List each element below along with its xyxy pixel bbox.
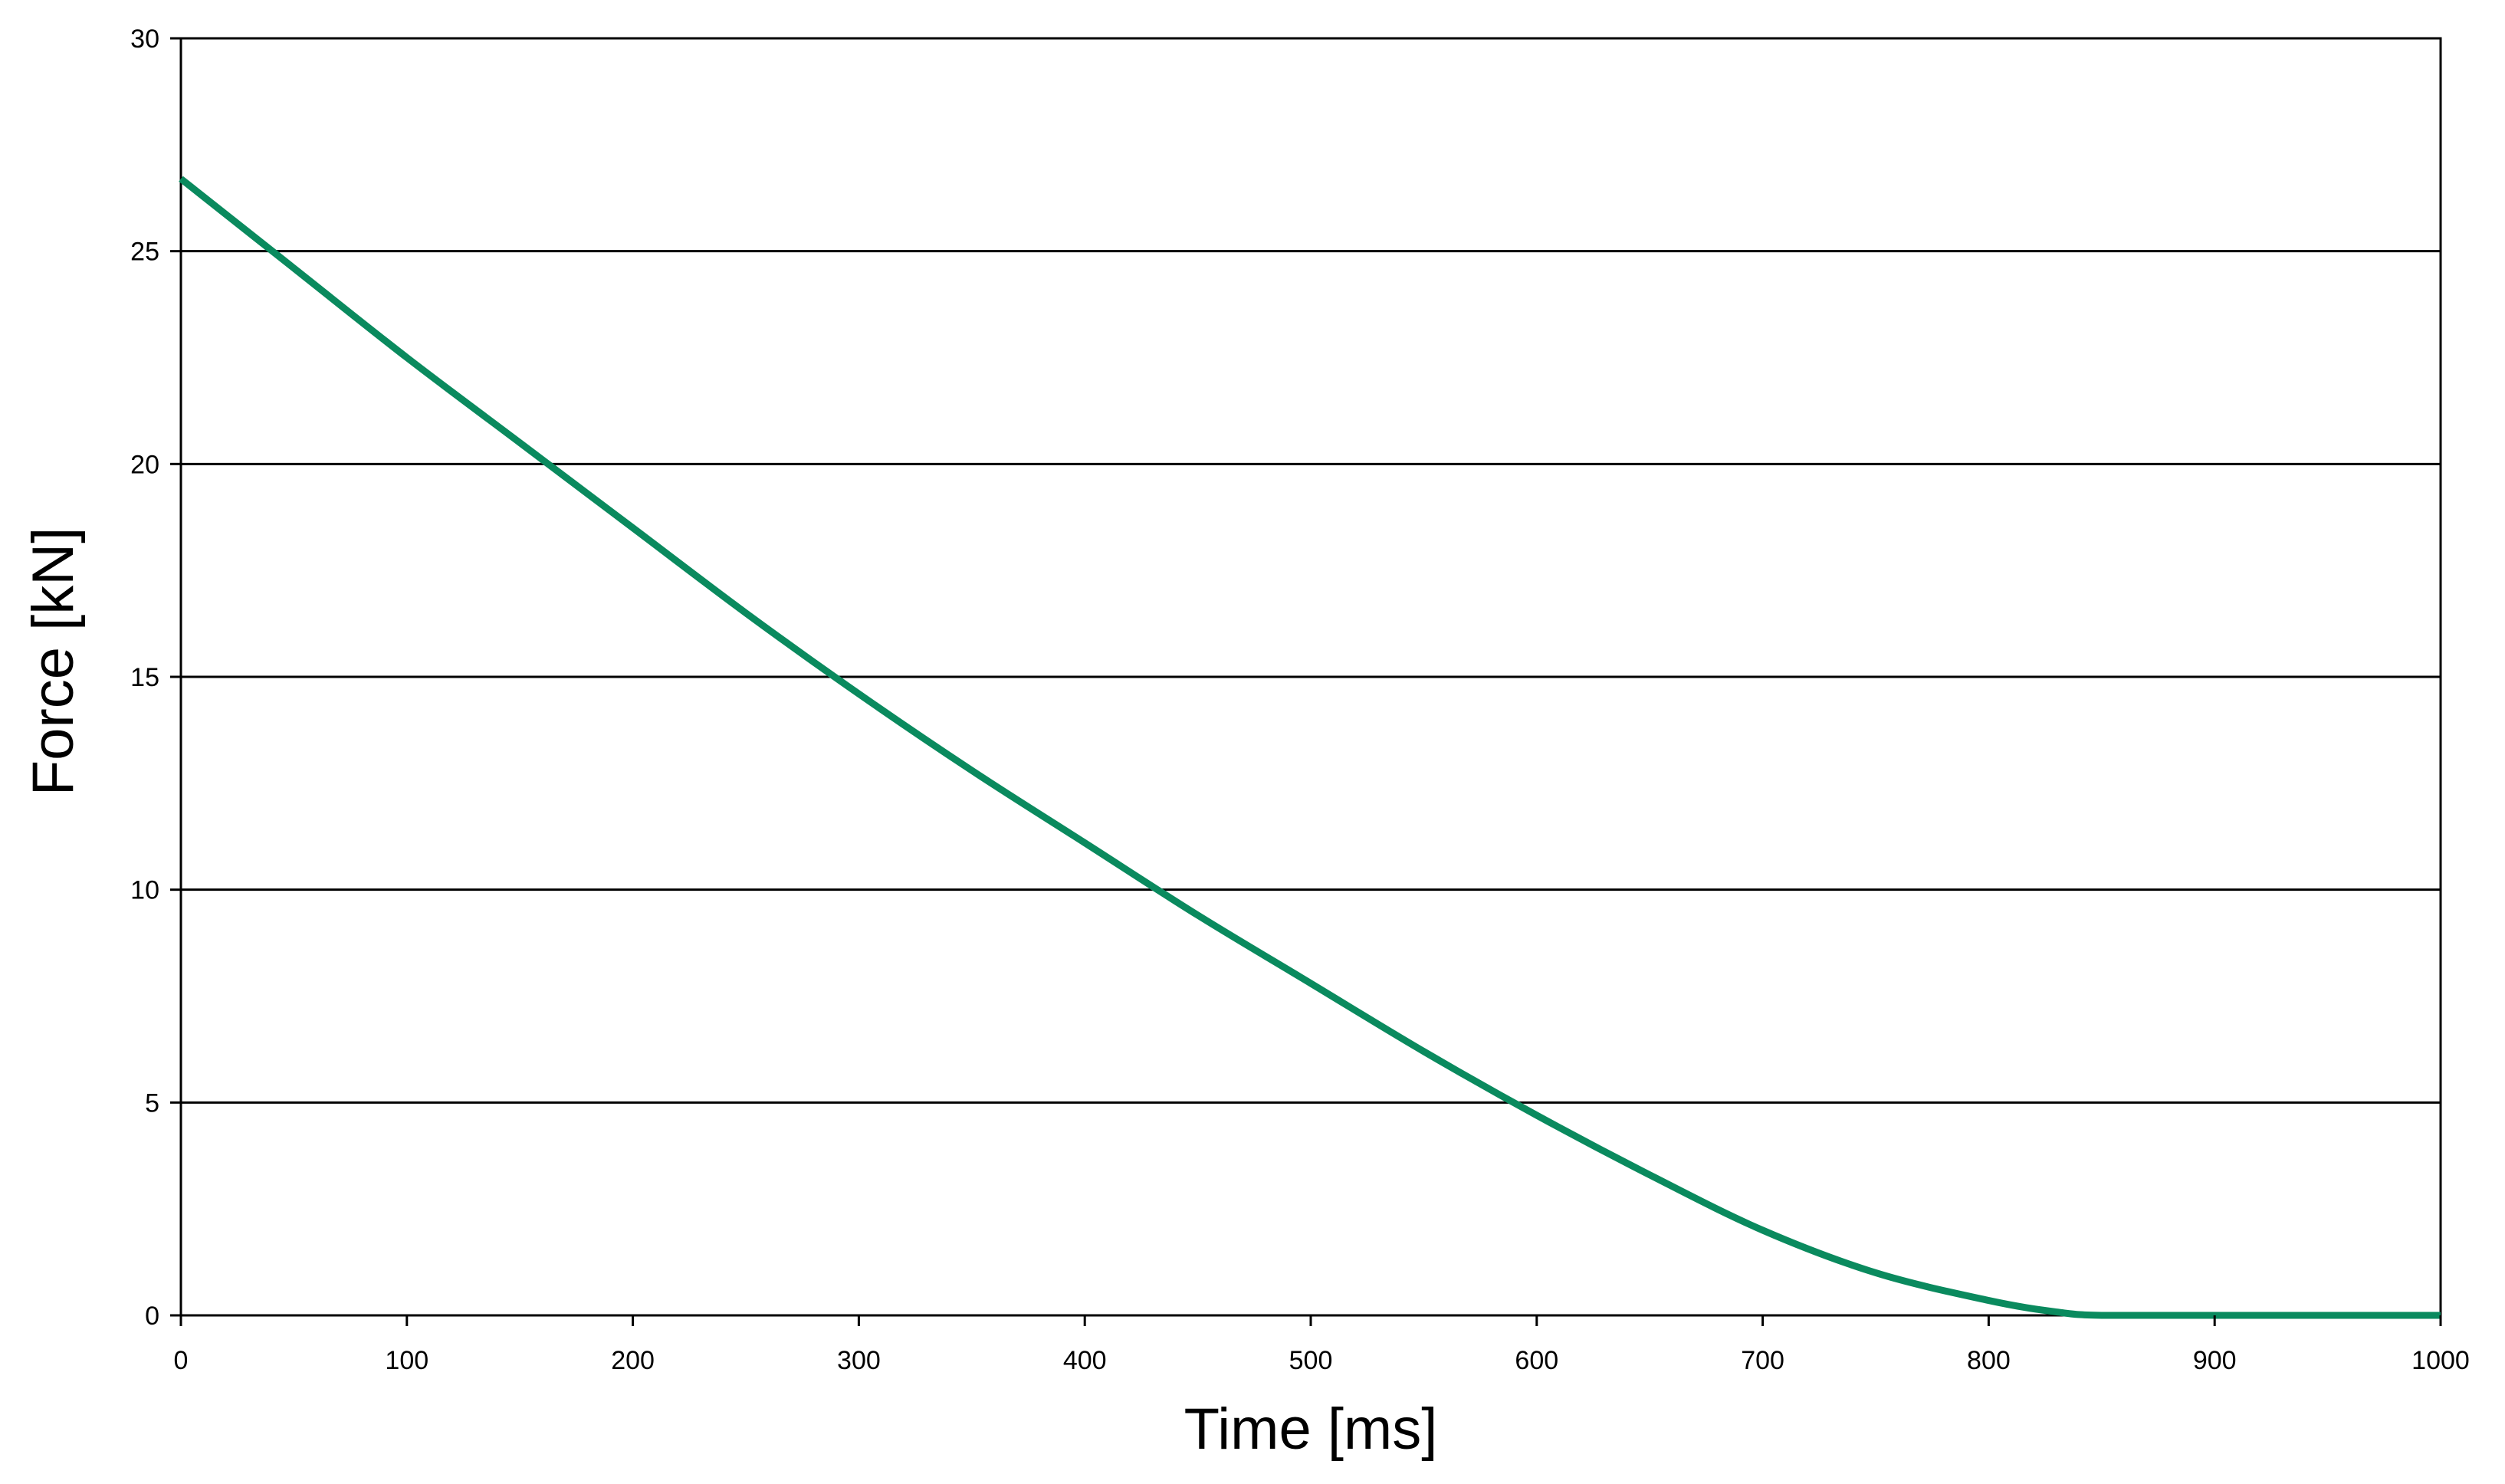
x-tick-label: 700 <box>1741 1346 1784 1375</box>
x-axis-tick-labels: 0 100 200 300 400 500 600 700 800 900 1000 <box>174 1315 2470 1375</box>
x-tick-label: 400 <box>1063 1346 1107 1375</box>
series-line <box>179 176 2441 1319</box>
y-tick-label: 20 <box>130 450 159 479</box>
x-tick-label: 1000 <box>2411 1346 2470 1375</box>
y-tick-label: 10 <box>130 876 159 905</box>
y-tick-label: 5 <box>145 1088 159 1118</box>
x-tick-label: 300 <box>837 1346 881 1375</box>
y-tick-label: 30 <box>130 25 159 54</box>
x-tick-label: 900 <box>2193 1346 2237 1375</box>
y-axis-tick-labels: 0 5 10 15 20 25 30 <box>130 25 181 1331</box>
y-tick-label: 25 <box>130 238 159 267</box>
x-tick-label: 200 <box>611 1346 655 1375</box>
x-tick-label: 600 <box>1515 1346 1558 1375</box>
y-tick-label: 0 <box>145 1302 159 1331</box>
series-layer <box>179 176 2441 1319</box>
x-tick-label: 800 <box>1967 1346 2011 1375</box>
x-tick-label: 0 <box>174 1346 189 1375</box>
x-tick-label: 500 <box>1289 1346 1333 1375</box>
x-tick-label: 100 <box>385 1346 428 1375</box>
y-tick-label: 15 <box>130 663 159 692</box>
x-axis-title: Time [ms] <box>1184 1397 1438 1462</box>
y-axis-title: Force [kN] <box>21 527 86 796</box>
